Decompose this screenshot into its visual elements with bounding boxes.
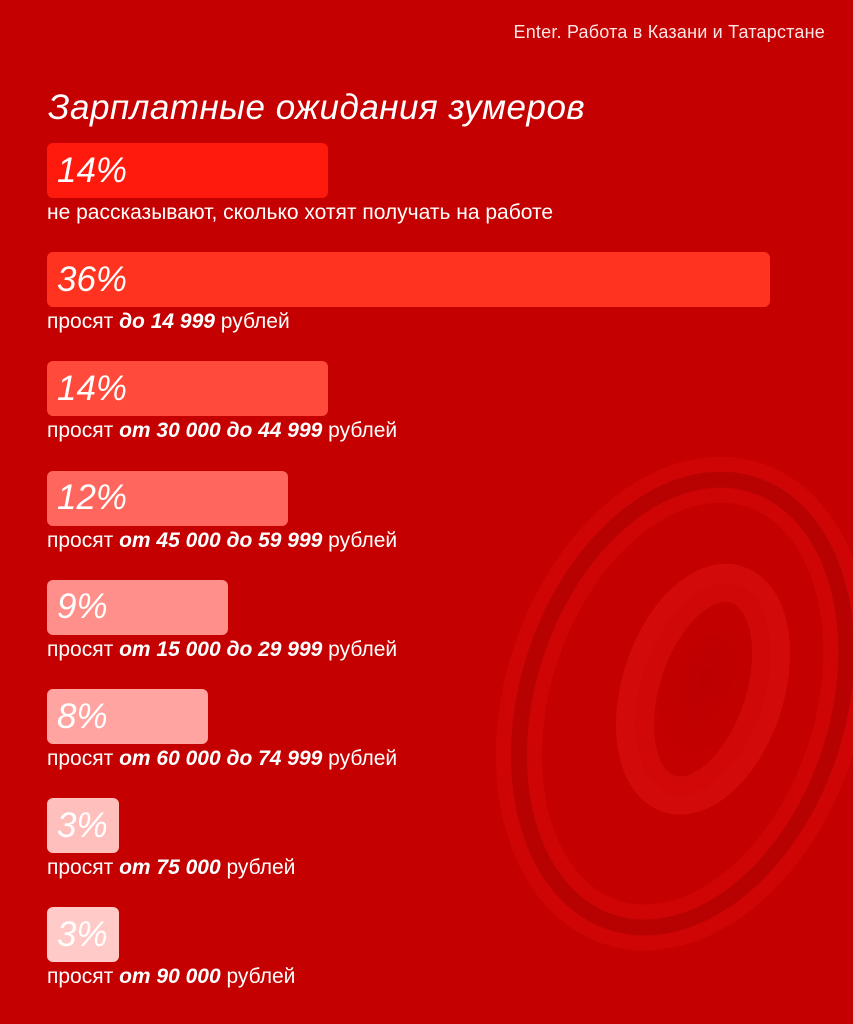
bar-value-label: 3% [57, 805, 108, 845]
brand-label: Enter. Работа в Казани и Татарстане [513, 22, 825, 42]
bar-value-label: 14% [57, 150, 128, 190]
bar-1: 36% [47, 252, 770, 308]
bar-value-label: 9% [57, 587, 108, 627]
chart-title: Зарплатные ожидания зумеров [48, 88, 586, 127]
bar-caption: просят от 60 000 до 74 999 рублей [47, 747, 398, 770]
bar-caption: просят от 30 000 до 44 999 рублей [47, 419, 398, 443]
bar-3: 12% [47, 470, 288, 526]
bar-value-label: 36% [57, 259, 128, 299]
bar-value-label: 12% [57, 478, 128, 518]
bar-caption: просят до 14 999 рублей [47, 310, 290, 334]
at-sign-icon [495, 456, 853, 951]
bar-0: 14% [47, 143, 329, 198]
bar-6: 3% [47, 798, 119, 854]
bar-value-label: 14% [57, 368, 128, 408]
bar-caption: просят от 75 000 рублей [47, 856, 296, 880]
bar-5: 8% [47, 689, 208, 744]
bar-value-label: 8% [57, 696, 108, 736]
bar-caption: просят от 90 000 рублей [47, 965, 296, 989]
bar-value-label: 3% [57, 914, 108, 954]
bar-4: 9% [47, 579, 228, 635]
bar-caption: не рассказывают, сколько хотят получать … [47, 201, 553, 224]
bar-2: 14% [47, 361, 329, 417]
bar-caption: просят от 15 000 до 29 999 рублей [47, 637, 398, 661]
bar-caption: просят от 45 000 до 59 999 рублей [47, 528, 398, 552]
bar-7: 3% [47, 907, 119, 963]
